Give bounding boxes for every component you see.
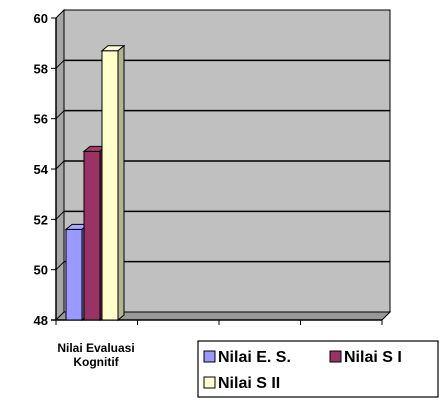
x-category-label: Kognitif xyxy=(73,355,119,369)
legend-box xyxy=(197,340,439,398)
bar-front-face xyxy=(101,50,119,321)
bars xyxy=(64,44,126,322)
y-tick-label: 52 xyxy=(34,212,48,227)
gridline-depth xyxy=(55,160,65,170)
bar-side-face xyxy=(117,44,125,322)
x-category-label: Nilai Evaluasi xyxy=(57,341,134,355)
y-tick-label: 48 xyxy=(34,313,48,328)
legend-label: Nilai S II xyxy=(218,375,280,392)
legend-swatch xyxy=(329,350,342,363)
y-tick-label: 60 xyxy=(34,11,48,26)
gridline-depth xyxy=(55,110,65,120)
gridline-depth xyxy=(55,261,65,271)
y-tick-label: 54 xyxy=(34,162,49,177)
legend: Nilai E. S. Nilai S I Nilai S II xyxy=(197,340,439,398)
gridline-depth xyxy=(55,210,65,220)
legend-swatch xyxy=(203,350,216,363)
legend-swatch xyxy=(203,376,216,389)
y-tick-label: 58 xyxy=(34,61,48,76)
gridline-depth xyxy=(55,59,65,69)
bar-3 xyxy=(100,44,126,322)
bar-front-face xyxy=(65,228,83,321)
y-tick-label: 56 xyxy=(34,112,48,127)
legend-label: Nilai S I xyxy=(344,349,402,366)
y-tick-label: 50 xyxy=(34,263,48,278)
legend-label: Nilai E. S. xyxy=(218,349,291,366)
bar-front-face xyxy=(83,150,101,321)
